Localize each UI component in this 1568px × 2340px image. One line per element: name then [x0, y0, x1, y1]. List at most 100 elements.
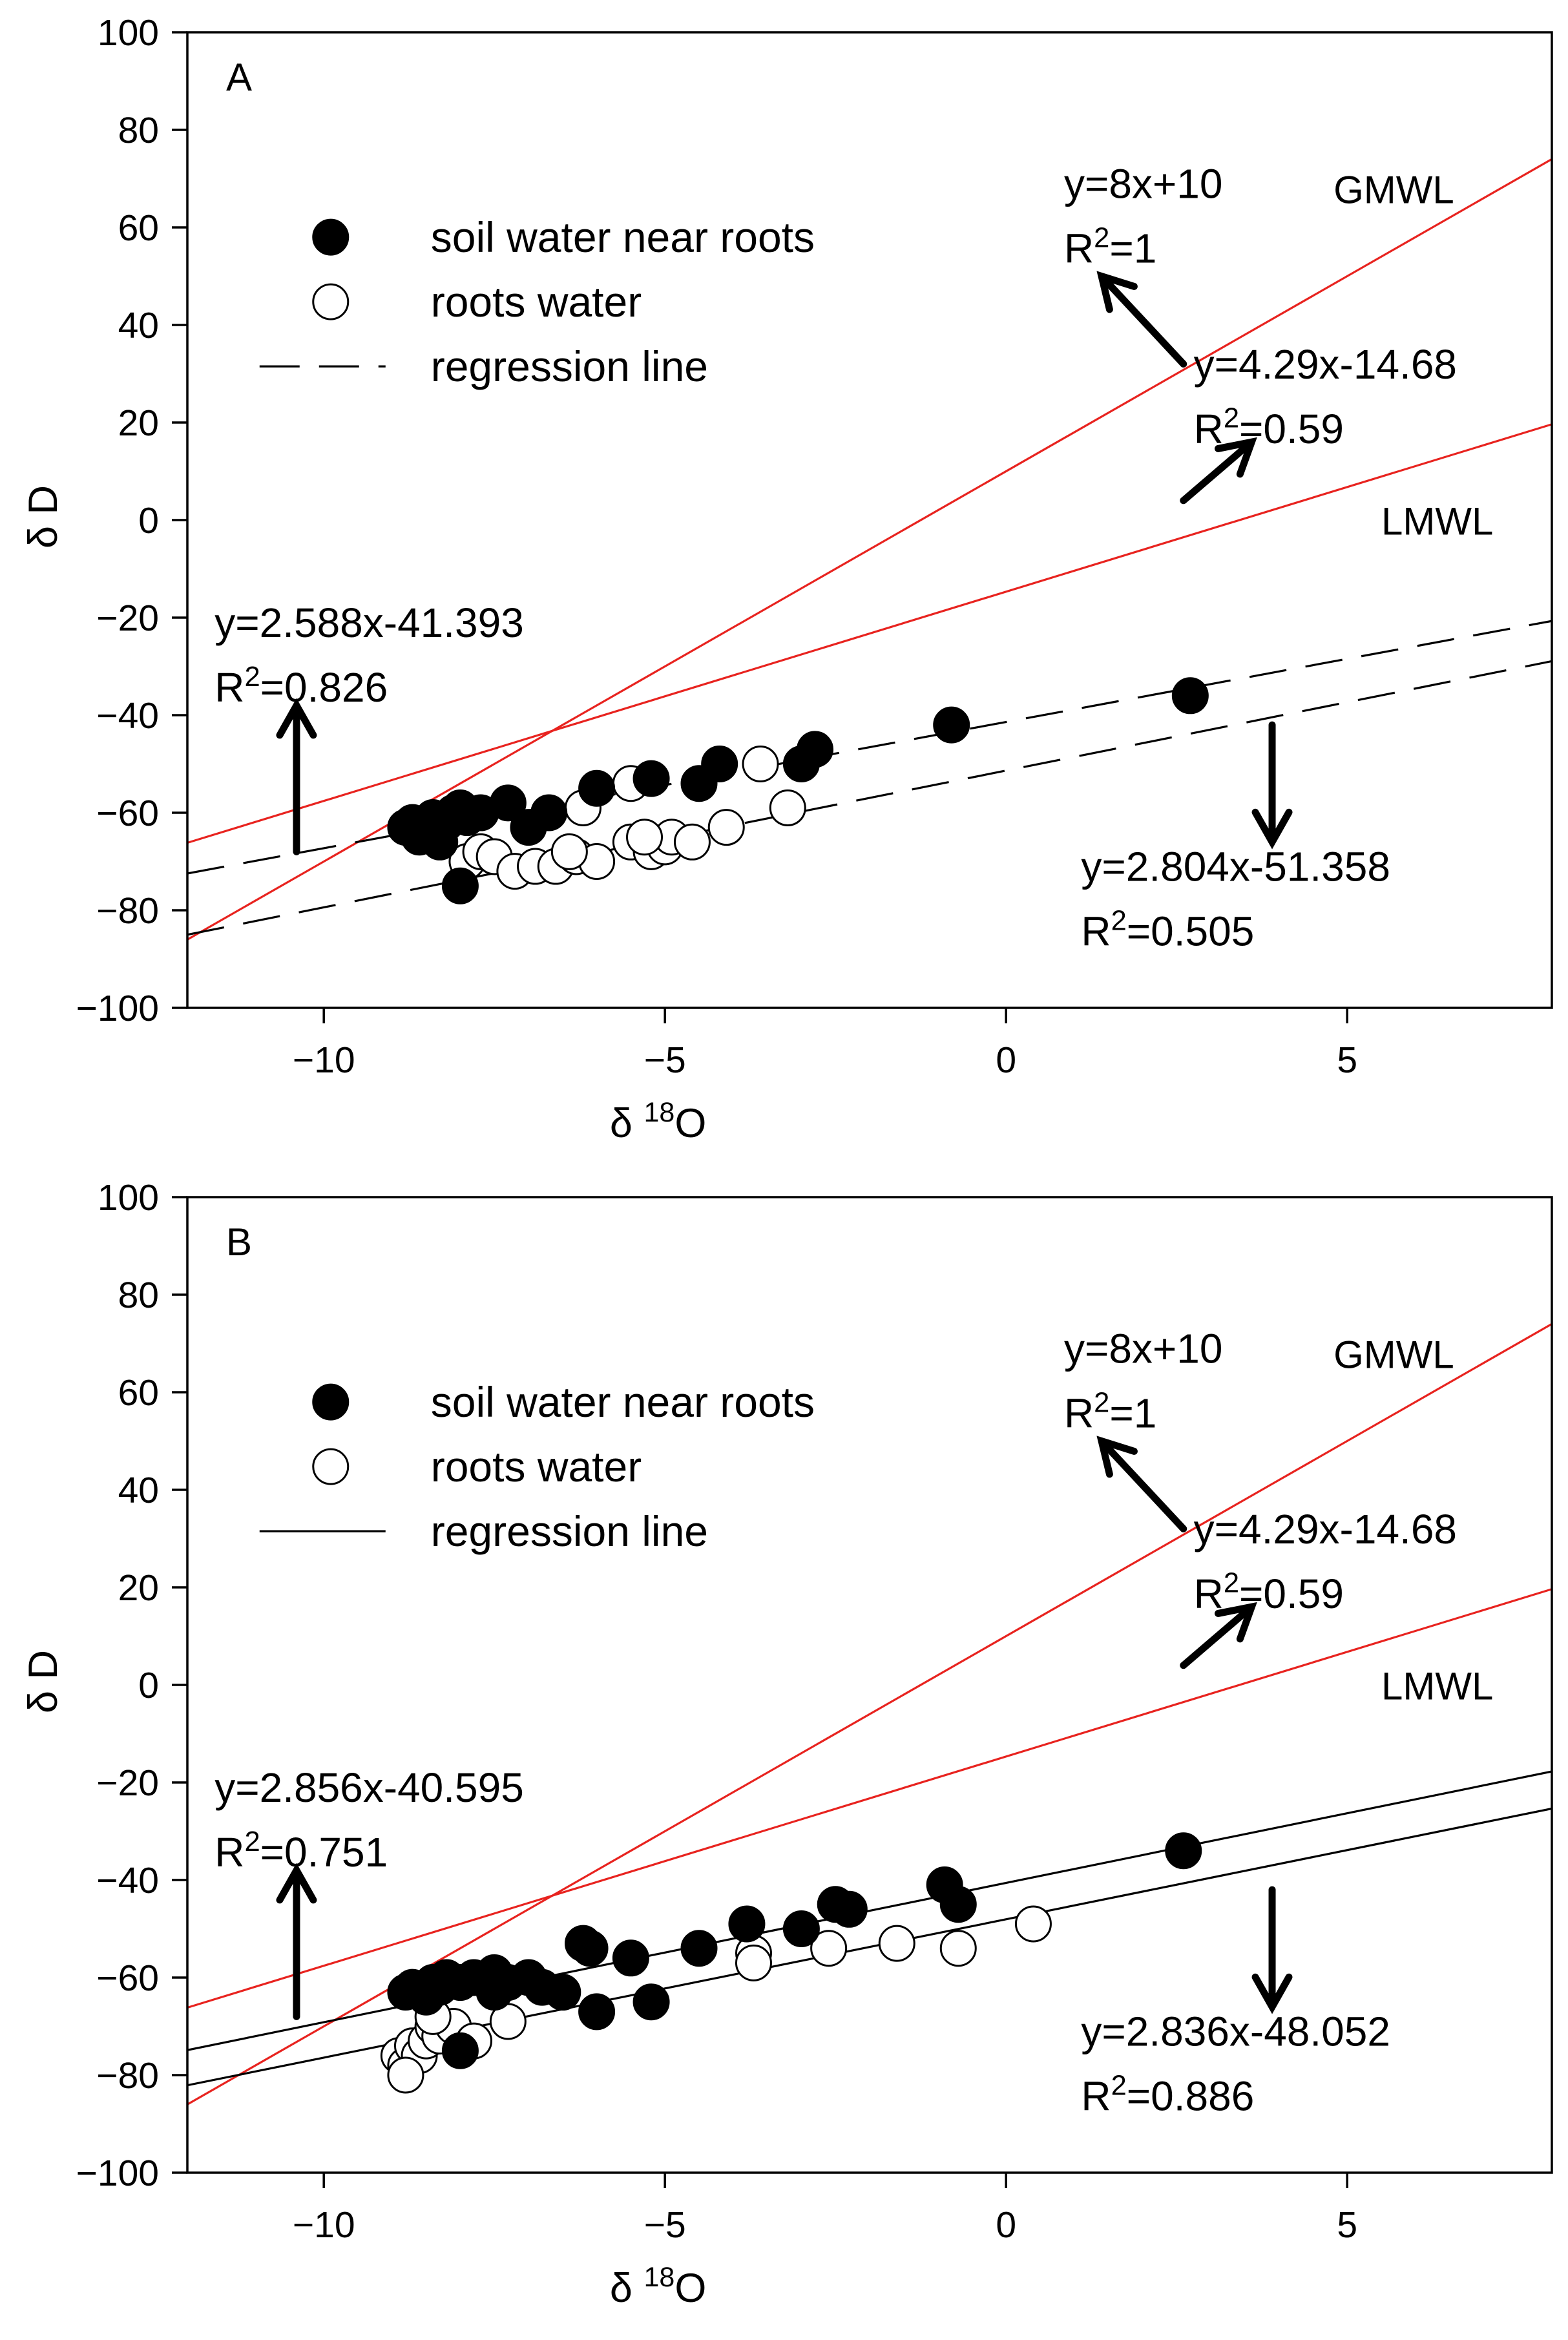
annotation-r2-soil-main: R [214, 1829, 244, 1875]
annotation-r2-roots-main: R [1081, 2073, 1111, 2120]
annotation-r2-roots: R2=0.886 [1081, 2070, 1254, 2119]
y-tick-label: 60 [118, 1372, 159, 1414]
x-tick-label: −5 [644, 2204, 686, 2246]
x-axis-title-main: δ [610, 1101, 644, 1146]
annotation-r2-lmwl-sup: 2 [1224, 403, 1239, 434]
root-point-10 [387, 2056, 424, 2094]
annotation-equation-lmwl: y=4.29x-14.68 [1194, 341, 1457, 388]
legend-marker-0 [312, 1383, 350, 1421]
annotation-arrow-roots [1251, 1886, 1293, 2014]
annotation-roots: y=2.836x-48.052 R2=0.886 [1081, 1886, 1390, 2120]
x-tick-label: 5 [1337, 1039, 1357, 1081]
x-axis-title-main: δ [610, 2266, 644, 2311]
y-tick-label: −40 [96, 1860, 159, 1901]
soil-point-21 [933, 706, 970, 744]
annotation-equation-roots: y=2.804x-51.358 [1081, 844, 1390, 890]
annotation-equation-lmwl: y=4.29x-14.68 [1194, 1506, 1457, 1552]
soil-point-13 [441, 2032, 479, 2069]
x-tick-label: −10 [293, 1039, 355, 1081]
soil-point-11 [489, 784, 527, 822]
legend-marker-1 [312, 283, 350, 320]
root-point-14 [810, 1930, 848, 1967]
legend-label-1: roots water [431, 278, 642, 326]
annotation-r2-roots-sup: 2 [1111, 905, 1127, 936]
annotation-equation-gmwl: y=8x+10 [1064, 161, 1223, 207]
legend-label-0: soil water near roots [431, 213, 815, 261]
annotation-r2-soil-main: R [214, 664, 244, 711]
annotation-roots: y=2.804x-51.358 R2=0.505 [1081, 721, 1390, 955]
soil-point-18 [728, 1905, 766, 1943]
annotation-r2-lmwl-main: R [1194, 1571, 1224, 1617]
plot-area [187, 1322, 1552, 2105]
soil-point-12 [544, 1974, 581, 2011]
annotation-arrow-gmwl [1096, 1436, 1187, 1532]
y-tick-label: −80 [96, 890, 159, 932]
legend-marker-1 [312, 1448, 350, 1485]
soil-point-24 [578, 1993, 616, 2031]
annotation-r2-gmwl-main: R [1064, 225, 1094, 272]
x-tick-label: −10 [293, 2204, 355, 2246]
plot-area [187, 158, 1552, 941]
annotation-r2-soil: R2=0.826 [214, 662, 388, 711]
y-tick-label: 60 [118, 207, 159, 249]
root-point-17 [1014, 1905, 1052, 1943]
y-tick-label: 0 [138, 1665, 159, 1706]
y-tick-label: −20 [96, 1762, 159, 1804]
soil-point-18 [701, 746, 738, 782]
reference-label-gmwl: GMWL [1333, 168, 1454, 211]
annotation-gmwl: y=8x+10 R2=1 [1064, 1326, 1222, 1532]
annotation-arrow-lmwl [1180, 1602, 1257, 1669]
annotation-gmwl: y=8x+10 R2=1 [1064, 161, 1223, 368]
soil-point-27 [1165, 1832, 1202, 1870]
y-tick-label: 80 [118, 110, 159, 151]
y-tick-label: −100 [76, 988, 159, 1029]
annotation-arrow-lmwl [1180, 437, 1257, 505]
y-axis-title: δ D [21, 1650, 66, 1713]
y-tick-label: 20 [118, 1567, 159, 1609]
reference-label-lmwl: LMWL [1381, 1665, 1493, 1708]
annotation-arrow-soil [276, 698, 317, 855]
annotation-r2-soil-sup: 2 [244, 662, 260, 693]
x-tick-label: −5 [644, 1039, 686, 1081]
root-point-16 [742, 746, 779, 782]
y-tick-label: 100 [98, 12, 159, 54]
y-axis-title: δ D [21, 485, 66, 548]
y-tick-label: 0 [138, 500, 159, 541]
root-point-18 [550, 833, 588, 870]
root-point-13 [735, 1944, 772, 1981]
y-tick-label: −60 [96, 793, 159, 834]
x-axis-title-sup: 18 [643, 1097, 674, 1128]
y-tick-label: 100 [98, 1177, 159, 1218]
annotation-arrow-lmwl-shaft [1180, 443, 1251, 505]
soil-point-13 [530, 794, 568, 831]
annotation-arrow-gmwl-shaft [1102, 1442, 1187, 1532]
soil-point-16 [612, 1939, 649, 1977]
soil-point-14 [441, 867, 479, 904]
annotation-r2-gmwl-sup: 2 [1094, 222, 1109, 253]
annotation-arrow-lmwl-head [1215, 437, 1257, 478]
annotation-r2-roots-sup: 2 [1111, 2070, 1127, 2101]
annotation-r2-gmwl-sup: 2 [1094, 1387, 1109, 1418]
y-tick-label: −20 [96, 598, 159, 639]
soil-point-19 [782, 1910, 820, 1947]
y-tick-label: 80 [118, 1275, 159, 1316]
y-tick-label: −80 [96, 2055, 159, 2096]
x-axis-title-tail: O [674, 2266, 706, 2311]
annotation-arrow-lmwl-head [1215, 1602, 1257, 1643]
root-point-17 [769, 789, 806, 826]
x-tick-label: 0 [996, 2204, 1016, 2246]
annotation-r2-roots: R2=0.505 [1081, 905, 1254, 954]
x-axis-title-tail: O [674, 1101, 706, 1146]
y-tick-label: −100 [76, 2153, 159, 2194]
x-tick-label: 0 [996, 1039, 1016, 1081]
annotation-r2-lmwl: R2=0.59 [1194, 1568, 1344, 1617]
panel-label: B [226, 1220, 252, 1264]
y-tick-label: 40 [118, 1470, 159, 1511]
annotation-r2-lmwl-sup: 2 [1224, 1568, 1239, 1599]
panel-A: −100 −80 −60 −40 −20 0 20 40 60 80 100 −10 −5 0 5 δ 18O… [21, 12, 1553, 1146]
legend: soil water near roots roots water regressi… [259, 1378, 815, 1555]
reference-line-lmwl [187, 1588, 1552, 2009]
soil-point-23 [939, 1886, 977, 1923]
root-point-15 [878, 1925, 915, 1962]
